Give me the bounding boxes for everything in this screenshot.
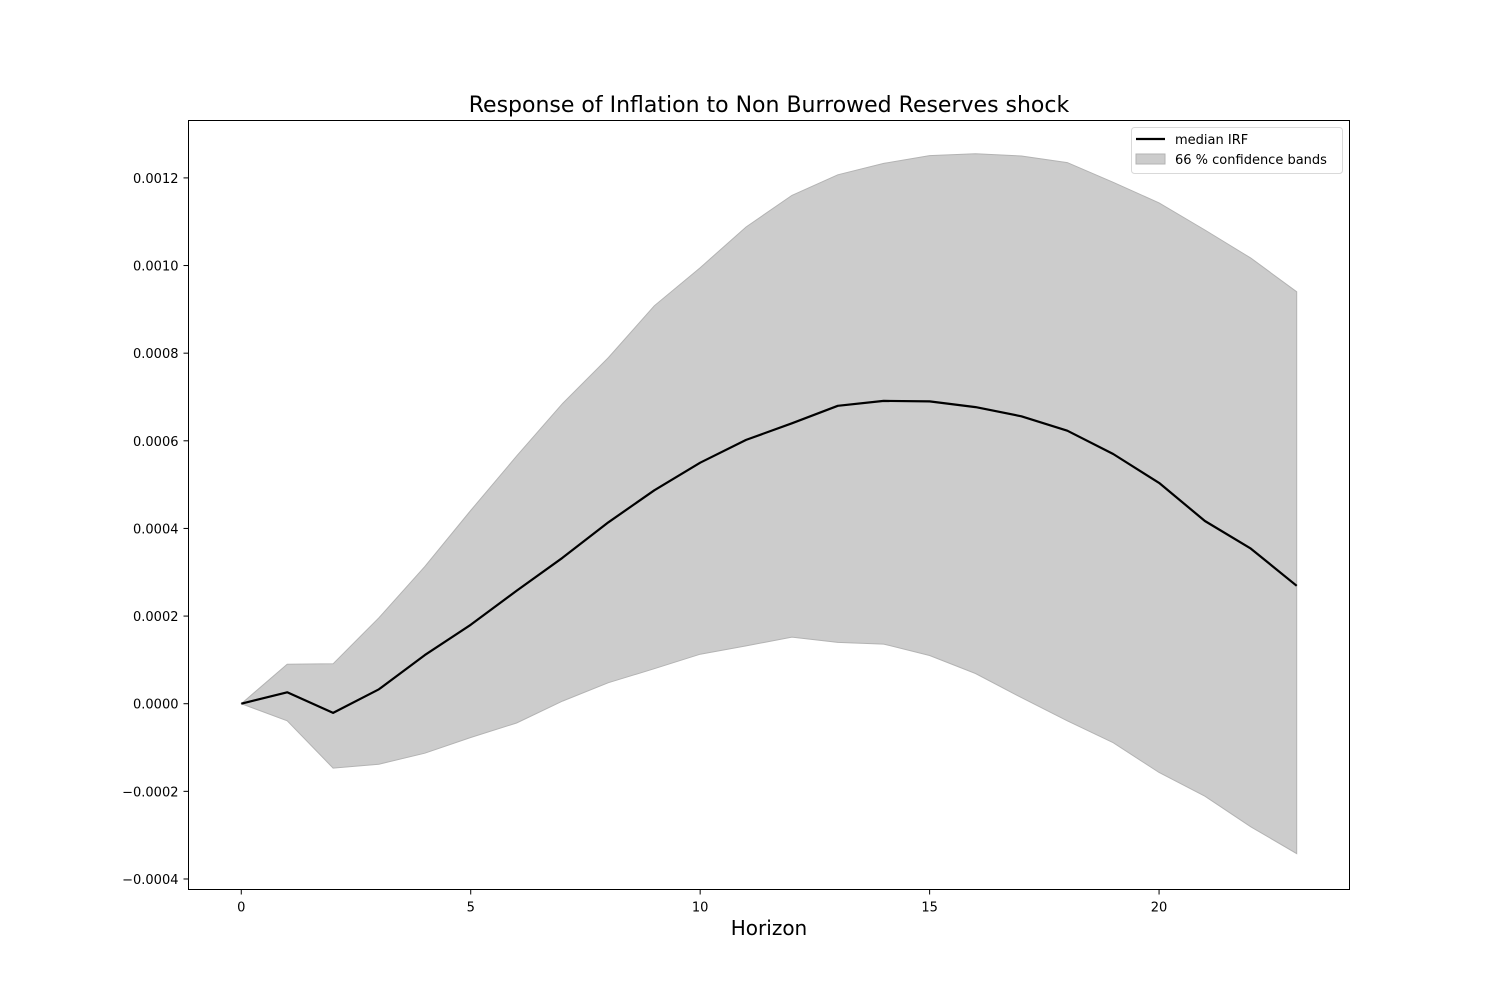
x-axis-label: Horizon (731, 916, 807, 940)
y-tick-label: 0.0006 (133, 435, 179, 450)
y-tick-label: 0.0010 (133, 260, 179, 275)
x-tick-label: 15 (921, 901, 938, 916)
plot-area (240, 153, 1298, 855)
y-axis: −0.0004 −0.0002 0.0000 0.0002 0.0004 0.0006 0.… (122, 172, 189, 888)
confidence-band (240, 153, 1298, 855)
axes-frame (188, 120, 1350, 890)
y-tick-label: 0.0004 (133, 522, 179, 537)
y-tick-label: 0.0008 (133, 347, 179, 362)
x-tick-label: 20 (1151, 901, 1168, 916)
y-tick-label: 0.0002 (133, 610, 179, 625)
legend-box (1131, 127, 1343, 174)
y-tick-label: 0.0012 (133, 172, 179, 187)
chart-title: Response of Inflation to Non Burrowed Re… (469, 93, 1070, 118)
x-axis: 0 5 10 15 20 (237, 889, 1168, 916)
legend-label-median: median IRF (1175, 133, 1248, 148)
x-tick-label: 10 (692, 901, 709, 916)
x-tick-label: 0 (237, 901, 245, 916)
legend-band-swatch (1135, 153, 1166, 165)
y-tick-label: −0.0004 (122, 873, 178, 888)
y-tick-label: −0.0002 (122, 785, 178, 800)
legend: median IRF 66 % confidence bands (1131, 127, 1343, 174)
legend-label-band: 66 % confidence bands (1175, 153, 1327, 168)
median-irf-line (241, 399, 1298, 715)
y-tick-label: 0.0000 (133, 698, 179, 713)
x-tick-label: 5 (467, 901, 475, 916)
